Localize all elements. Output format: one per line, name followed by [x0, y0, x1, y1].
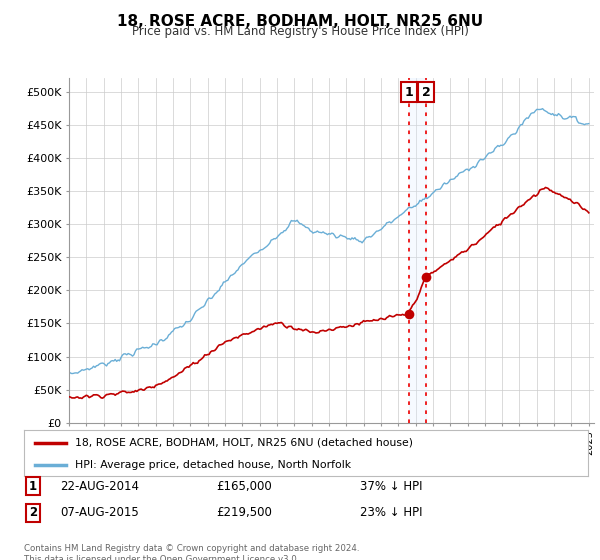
Text: £165,000: £165,000 [216, 479, 272, 493]
Text: 22-AUG-2014: 22-AUG-2014 [60, 479, 139, 493]
Text: 18, ROSE ACRE, BODHAM, HOLT, NR25 6NU: 18, ROSE ACRE, BODHAM, HOLT, NR25 6NU [117, 14, 483, 29]
Text: Price paid vs. HM Land Registry's House Price Index (HPI): Price paid vs. HM Land Registry's House … [131, 25, 469, 38]
Text: Contains HM Land Registry data © Crown copyright and database right 2024.
This d: Contains HM Land Registry data © Crown c… [24, 544, 359, 560]
Text: 37% ↓ HPI: 37% ↓ HPI [360, 479, 422, 493]
Text: HPI: Average price, detached house, North Norfolk: HPI: Average price, detached house, Nort… [75, 460, 351, 469]
Text: 1: 1 [405, 86, 413, 99]
Text: 2: 2 [29, 506, 37, 520]
Text: 23% ↓ HPI: 23% ↓ HPI [360, 506, 422, 520]
Text: 1: 1 [29, 479, 37, 493]
Text: 07-AUG-2015: 07-AUG-2015 [60, 506, 139, 520]
Bar [409, 78, 426, 423]
Text: £219,500: £219,500 [216, 506, 272, 520]
Text: 18, ROSE ACRE, BODHAM, HOLT, NR25 6NU (detached house): 18, ROSE ACRE, BODHAM, HOLT, NR25 6NU (d… [75, 438, 413, 448]
Text: 2: 2 [422, 86, 430, 99]
